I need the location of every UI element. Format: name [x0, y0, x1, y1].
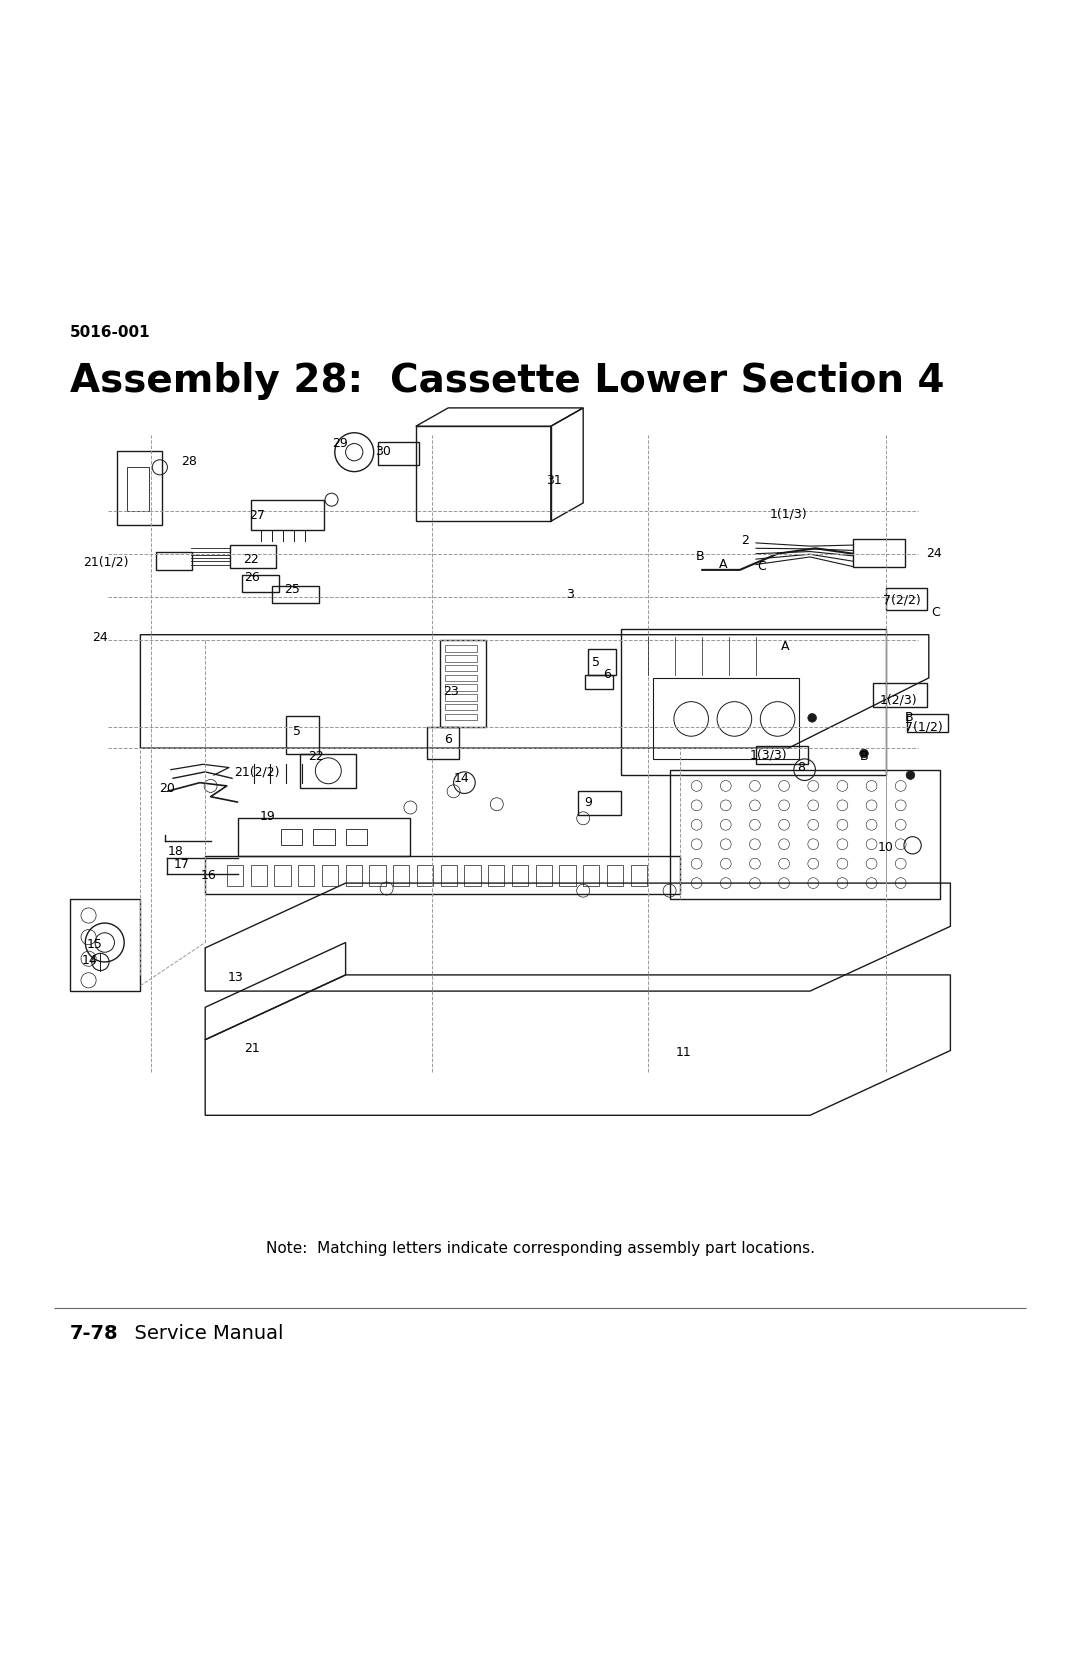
Bar	[445, 664, 477, 671]
Text: 11: 11	[676, 1046, 691, 1060]
Bar	[441, 865, 457, 886]
Bar	[559, 865, 576, 886]
Text: 21(2/2): 21(2/2)	[234, 766, 280, 778]
Bar	[512, 865, 528, 886]
Text: 5: 5	[293, 726, 301, 738]
Bar	[227, 865, 243, 886]
Text: 22: 22	[309, 751, 324, 763]
Text: 19: 19	[260, 809, 275, 823]
Text: 5016-001: 5016-001	[70, 325, 151, 340]
Bar	[583, 865, 599, 886]
Text: 25: 25	[284, 582, 299, 596]
Text: A: A	[719, 557, 728, 571]
Text: 6: 6	[444, 733, 453, 746]
Bar	[488, 865, 504, 886]
Text: 21: 21	[244, 1041, 259, 1055]
Bar	[369, 865, 386, 886]
Bar	[631, 865, 647, 886]
Text: C: C	[931, 606, 940, 619]
Bar	[393, 865, 409, 886]
Text: 29: 29	[333, 437, 348, 451]
Text: 13: 13	[228, 971, 243, 983]
Text: 7-78: 7-78	[70, 1324, 119, 1344]
Text: B: B	[905, 711, 914, 724]
Bar	[445, 704, 477, 711]
Text: B: B	[696, 551, 704, 564]
Bar	[464, 865, 481, 886]
Bar	[445, 714, 477, 719]
Text: 7(2/2): 7(2/2)	[883, 594, 920, 606]
Bar	[445, 674, 477, 681]
Text: 7(1/2): 7(1/2)	[905, 719, 942, 733]
Text: 18: 18	[168, 845, 184, 858]
Text: 30: 30	[376, 444, 391, 457]
Text: 9: 9	[584, 796, 593, 808]
Text: 1(3/3): 1(3/3)	[751, 748, 787, 761]
Bar	[445, 684, 477, 691]
Bar	[445, 646, 477, 653]
Text: 3: 3	[566, 587, 575, 601]
Bar	[298, 865, 314, 886]
Text: B: B	[860, 751, 868, 763]
Bar	[274, 865, 291, 886]
Bar	[313, 829, 335, 845]
Text: 23: 23	[444, 686, 459, 698]
Text: 31: 31	[546, 474, 562, 487]
Text: 8: 8	[797, 761, 806, 774]
Text: 10: 10	[878, 841, 893, 855]
Bar	[281, 829, 302, 845]
Text: 20: 20	[160, 781, 175, 794]
Bar	[445, 694, 477, 701]
Circle shape	[860, 749, 868, 758]
Bar	[346, 865, 362, 886]
Text: 5: 5	[592, 656, 600, 669]
Text: 24: 24	[93, 631, 108, 644]
Text: 17: 17	[174, 858, 189, 871]
Text: 6: 6	[603, 668, 611, 681]
Text: C: C	[757, 561, 766, 572]
Text: 28: 28	[181, 456, 197, 469]
Text: 14: 14	[454, 771, 469, 784]
Text: A: A	[781, 641, 789, 653]
Text: Assembly 28:  Cassette Lower Section 4: Assembly 28: Cassette Lower Section 4	[70, 362, 945, 401]
Text: 14: 14	[82, 955, 97, 968]
Text: Note:  Matching letters indicate corresponding assembly part locations.: Note: Matching letters indicate correspo…	[266, 1240, 814, 1255]
Bar	[322, 865, 338, 886]
Bar	[536, 865, 552, 886]
Circle shape	[808, 714, 816, 723]
Text: 26: 26	[244, 571, 259, 584]
Bar	[127, 467, 149, 511]
Circle shape	[906, 771, 915, 779]
Bar	[417, 865, 433, 886]
Text: Service Manual: Service Manual	[122, 1324, 284, 1344]
Text: 27: 27	[249, 509, 265, 522]
Text: 1(1/3): 1(1/3)	[770, 507, 807, 521]
Text: 1(2/3): 1(2/3)	[880, 693, 917, 706]
Bar	[346, 829, 367, 845]
Text: 24: 24	[927, 547, 942, 561]
Bar	[607, 865, 623, 886]
Text: 2: 2	[741, 534, 750, 547]
Bar	[445, 656, 477, 661]
Text: 16: 16	[201, 870, 216, 881]
Bar	[251, 865, 267, 886]
Text: 21(1/2): 21(1/2)	[83, 556, 129, 569]
Text: 22: 22	[243, 552, 258, 566]
Text: 15: 15	[87, 938, 103, 951]
